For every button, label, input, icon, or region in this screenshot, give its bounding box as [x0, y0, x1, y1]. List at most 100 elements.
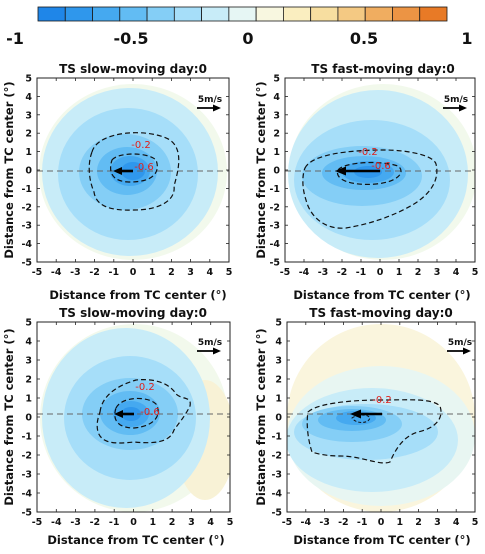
colorbar-cell	[282, 6, 312, 22]
x-tick-label: 0	[130, 517, 137, 528]
panel-bottom-left: -0.2 -0.6 5m/s TS slow-moving day:0 -5 -4…	[2, 306, 233, 547]
x-tick-label: 4	[453, 517, 460, 528]
y-tick-label: 4	[273, 92, 280, 103]
contour-label: -0.6	[140, 407, 160, 418]
y-tick-label: -2	[21, 202, 32, 213]
x-tick-label: -1	[357, 517, 368, 528]
y-tick-label: -2	[21, 451, 32, 462]
x-tick-label: 3	[434, 517, 441, 528]
storm-motion-arrow-head	[114, 410, 123, 418]
colorbar-tick-label: 0.5	[350, 29, 378, 48]
x-tick-label: 1	[396, 267, 403, 278]
scale-arrow-head	[213, 104, 221, 112]
storm-motion-arrow-head	[350, 409, 361, 419]
x-tick-label: -2	[337, 267, 348, 278]
colorbar-cell	[392, 6, 421, 22]
x-tick-label: 3	[188, 517, 195, 528]
x-tick-label: -3	[318, 267, 329, 278]
scale-arrow-label: 5m/s	[448, 338, 472, 348]
scale-arrow-label: 5m/s	[198, 338, 222, 348]
x-tick-label: -5	[32, 267, 43, 278]
y-tick-label: -4	[21, 489, 32, 500]
y-tick-label: 2	[273, 129, 280, 140]
x-tick-label: 2	[415, 267, 422, 278]
contour-line-inner	[114, 397, 159, 429]
y-tick-label: -1	[21, 432, 32, 443]
colorbar-tick-label: 0	[242, 29, 253, 48]
x-axis-label: Distance from TC center (°)	[49, 288, 226, 302]
x-axis-label: Distance from TC center (°)	[47, 533, 224, 547]
colorbar-cell	[201, 6, 230, 22]
contour-line-inner	[336, 161, 402, 185]
x-tick-label: 2	[168, 267, 175, 278]
y-tick-label: 1	[275, 394, 282, 405]
x-tick-label: -4	[51, 517, 62, 528]
contour-line-inner	[109, 153, 158, 183]
y-axis-label: Distance from TC center (°)	[254, 328, 268, 505]
storm-motion-arrow-head	[335, 166, 346, 176]
y-tick-label: -5	[269, 258, 280, 269]
y-tick-label: 4	[25, 337, 32, 348]
x-tick-label: 1	[149, 517, 156, 528]
y-axis-label: Distance from TC center (°)	[2, 81, 16, 258]
x-tick-label: -4	[51, 267, 62, 278]
y-tick-label: -3	[271, 470, 282, 481]
x-tick-label: 4	[453, 267, 460, 278]
y-tick-label: -2	[269, 202, 280, 213]
y-tick-label: 3	[25, 110, 32, 121]
colorbar-cell	[228, 6, 257, 22]
y-tick-label: 5	[275, 318, 282, 329]
y-tick-label: 3	[275, 356, 282, 367]
contour-label: -0.2	[372, 395, 392, 406]
y-tick-label: 2	[275, 375, 282, 386]
panel-top-right: -0.2 -0.6 5m/s TS fast-moving day:0 -5 -4…	[254, 62, 478, 302]
y-tick-label: -1	[21, 184, 32, 195]
y-tick-label: -4	[271, 489, 282, 500]
y-tick-label: -5	[271, 508, 282, 519]
x-tick-label: 4	[207, 517, 214, 528]
scale-arrow-label: 5m/s	[198, 95, 222, 105]
y-tick-label: -5	[21, 508, 32, 519]
panel-title: TS fast-moving day:0	[309, 306, 452, 320]
colorbar-cell	[173, 6, 202, 22]
scale-arrow-label: 5m/s	[444, 95, 468, 105]
y-tick-label: 5	[25, 74, 32, 85]
x-tick-label: 1	[396, 517, 403, 528]
y-axis-label: Distance from TC center (°)	[2, 328, 16, 505]
x-tick-label: -2	[90, 517, 101, 528]
x-axis-label: Distance from TC center (°)	[293, 533, 470, 547]
y-tick-label: 1	[273, 147, 280, 158]
contour-label: -0.6	[371, 161, 391, 172]
y-tick-label: 1	[25, 394, 32, 405]
contour-line	[306, 399, 442, 464]
y-tick-label: 4	[275, 337, 282, 348]
x-tick-label: -5	[32, 517, 43, 528]
panel-bottom-right: -0.2 5m/s TS fast-moving day:0 -5 -4 -3 -2 -…	[254, 306, 478, 547]
x-tick-label: 0	[378, 517, 385, 528]
panel-title: TS fast-moving day:0	[311, 62, 454, 76]
x-tick-label: -1	[109, 267, 120, 278]
x-tick-label: -4	[301, 517, 312, 528]
x-tick-label: -3	[319, 517, 330, 528]
y-tick-label: 0	[275, 413, 282, 424]
colorbar-cell	[419, 6, 448, 22]
x-tick-label: 5	[226, 267, 233, 278]
y-tick-label: 0	[273, 166, 280, 177]
x-tick-label: 5	[472, 517, 479, 528]
x-tick-label: -2	[89, 267, 100, 278]
colorbar-tick-label: -0.5	[114, 29, 149, 48]
x-tick-label: -5	[282, 517, 293, 528]
contour-label: -0.2	[135, 382, 155, 393]
x-tick-label: 2	[415, 517, 422, 528]
y-tick-label: -3	[21, 470, 32, 481]
colorbar-cells	[37, 6, 448, 22]
y-axis-label: Distance from TC center (°)	[254, 81, 268, 258]
y-tick-label: 0	[25, 413, 32, 424]
y-tick-label: -2	[271, 451, 282, 462]
colorbar-tick-label: -1	[6, 29, 24, 48]
x-tick-label: 2	[169, 517, 176, 528]
y-tick-label: 5	[273, 74, 280, 85]
y-tick-label: 4	[25, 92, 32, 103]
